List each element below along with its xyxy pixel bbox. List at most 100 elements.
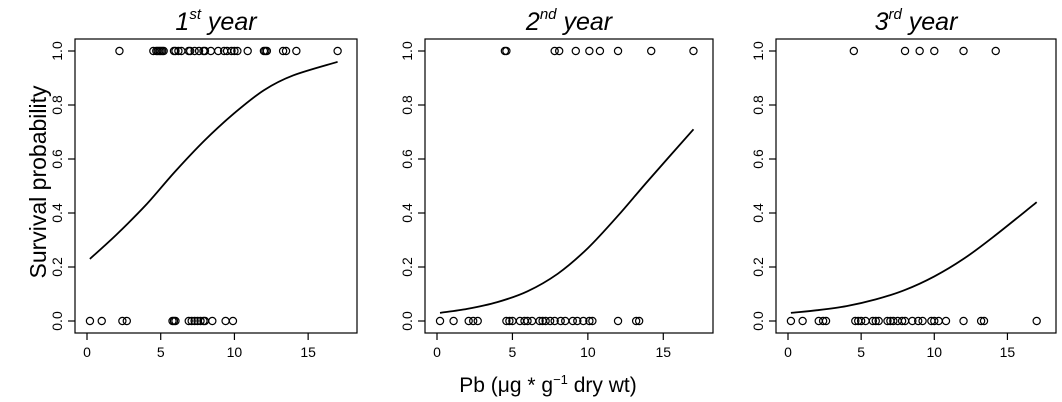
point-died [913, 316, 923, 326]
panel-2: 2nd year 0 5 10 15 0.0 0.2 0.4 0.6 0.8 1.0 [399, 6, 714, 360]
x-tick-label: 0 [784, 344, 792, 360]
point-died [228, 316, 238, 326]
point-survived [849, 46, 859, 56]
point-survived [689, 46, 698, 56]
point-died [1032, 316, 1041, 326]
point-died [889, 316, 898, 326]
point-survived [171, 46, 180, 56]
y-tick-label: 0.0 [49, 311, 65, 331]
plot-frame [74, 38, 358, 334]
point-survived [194, 46, 204, 56]
panel-1: 1st year 0 5 10 15 0.0 0.2 0.4 0.6 0.8 1.0 [49, 6, 358, 360]
fit-curve [439, 128, 695, 314]
point-died [918, 316, 927, 326]
y-axis-label: Survival probability [25, 85, 51, 279]
point-died [613, 316, 623, 326]
point-died [821, 316, 831, 326]
point-died [85, 316, 95, 326]
x-tick-label: 5 [157, 344, 165, 360]
point-died [221, 316, 230, 326]
y-tick-label: 1.0 [49, 41, 65, 61]
x-tick-label: 0 [83, 344, 91, 360]
panel-title-sup: nd [540, 6, 557, 23]
point-survived [227, 46, 236, 56]
x-tick-label: 10 [926, 344, 942, 360]
panel-title-main: 2 [525, 8, 540, 36]
point-survived [278, 46, 288, 56]
point-survived [174, 46, 183, 56]
x-tick-label: 15 [300, 344, 316, 360]
point-died [464, 316, 473, 326]
point-died [976, 316, 986, 326]
point-died [798, 316, 807, 326]
point-died [527, 316, 537, 326]
point-survived [115, 46, 124, 56]
panel-3: 3rd year 0 5 10 15 0.0 0.2 0.4 0.6 0.8 1.0 [750, 6, 1057, 360]
point-died [97, 316, 106, 326]
x-tick-label: 10 [227, 344, 243, 360]
point-died [634, 316, 644, 326]
x-axis-label-sup: −1 [553, 372, 568, 387]
point-died [579, 316, 588, 326]
point-died [469, 316, 478, 326]
point-survived [502, 46, 511, 56]
point-survived [159, 46, 168, 56]
point-survived [200, 46, 210, 56]
point-died [449, 316, 458, 326]
plot-frame [775, 38, 1057, 334]
point-survived [550, 46, 559, 56]
panel-title-sup: rd [888, 6, 902, 23]
point-survived [571, 46, 580, 56]
panel-title: 1st year [175, 6, 258, 36]
y-tick-label: 0.4 [49, 203, 65, 223]
point-survived [554, 46, 564, 56]
x-axis-label-rest: dry wt) [568, 374, 637, 397]
point-died [556, 316, 565, 326]
point-died [874, 316, 883, 326]
point-died [818, 316, 828, 326]
point-died [171, 316, 180, 326]
panel-title-rest: year [557, 8, 614, 36]
point-died [908, 316, 917, 326]
point-died [545, 316, 555, 326]
panel-title: 3rd year [875, 6, 960, 36]
point-died [861, 316, 870, 326]
point-died [786, 316, 796, 326]
point-survived [900, 46, 910, 56]
panel-title-rest: year [902, 8, 959, 36]
point-died [561, 316, 570, 326]
point-died [184, 316, 193, 326]
point-survived [243, 46, 252, 56]
point-survived [190, 46, 199, 56]
x-tick-label: 15 [1000, 344, 1016, 360]
point-died [523, 316, 532, 326]
point-died [959, 316, 968, 326]
y-tick-label: 0.4 [399, 203, 415, 223]
point-survived [262, 46, 272, 56]
x-tick-label: 15 [655, 344, 671, 360]
point-died [573, 316, 582, 326]
point-died [541, 316, 550, 326]
x-tick-label: 10 [580, 344, 596, 360]
y-tick-label: 0.0 [750, 311, 766, 331]
fit-curve [790, 201, 1038, 314]
point-died [930, 316, 939, 326]
y-tick-label: 0.8 [49, 95, 65, 115]
point-died [190, 316, 199, 326]
y-tick-label: 0.8 [750, 95, 766, 115]
point-died [588, 316, 597, 326]
point-died [851, 316, 860, 326]
point-survived [915, 46, 924, 56]
point-died [868, 316, 878, 326]
point-died [934, 316, 943, 326]
point-died [208, 316, 217, 326]
x-axis-label-main: Pb (μg * g [459, 374, 553, 397]
panel-title-main: 1 [175, 8, 189, 36]
y-tick-label: 0.8 [399, 95, 415, 115]
point-survived [230, 46, 239, 56]
point-survived [991, 46, 1000, 56]
point-survived [185, 46, 195, 56]
point-survived [595, 46, 605, 56]
point-died [883, 316, 892, 326]
